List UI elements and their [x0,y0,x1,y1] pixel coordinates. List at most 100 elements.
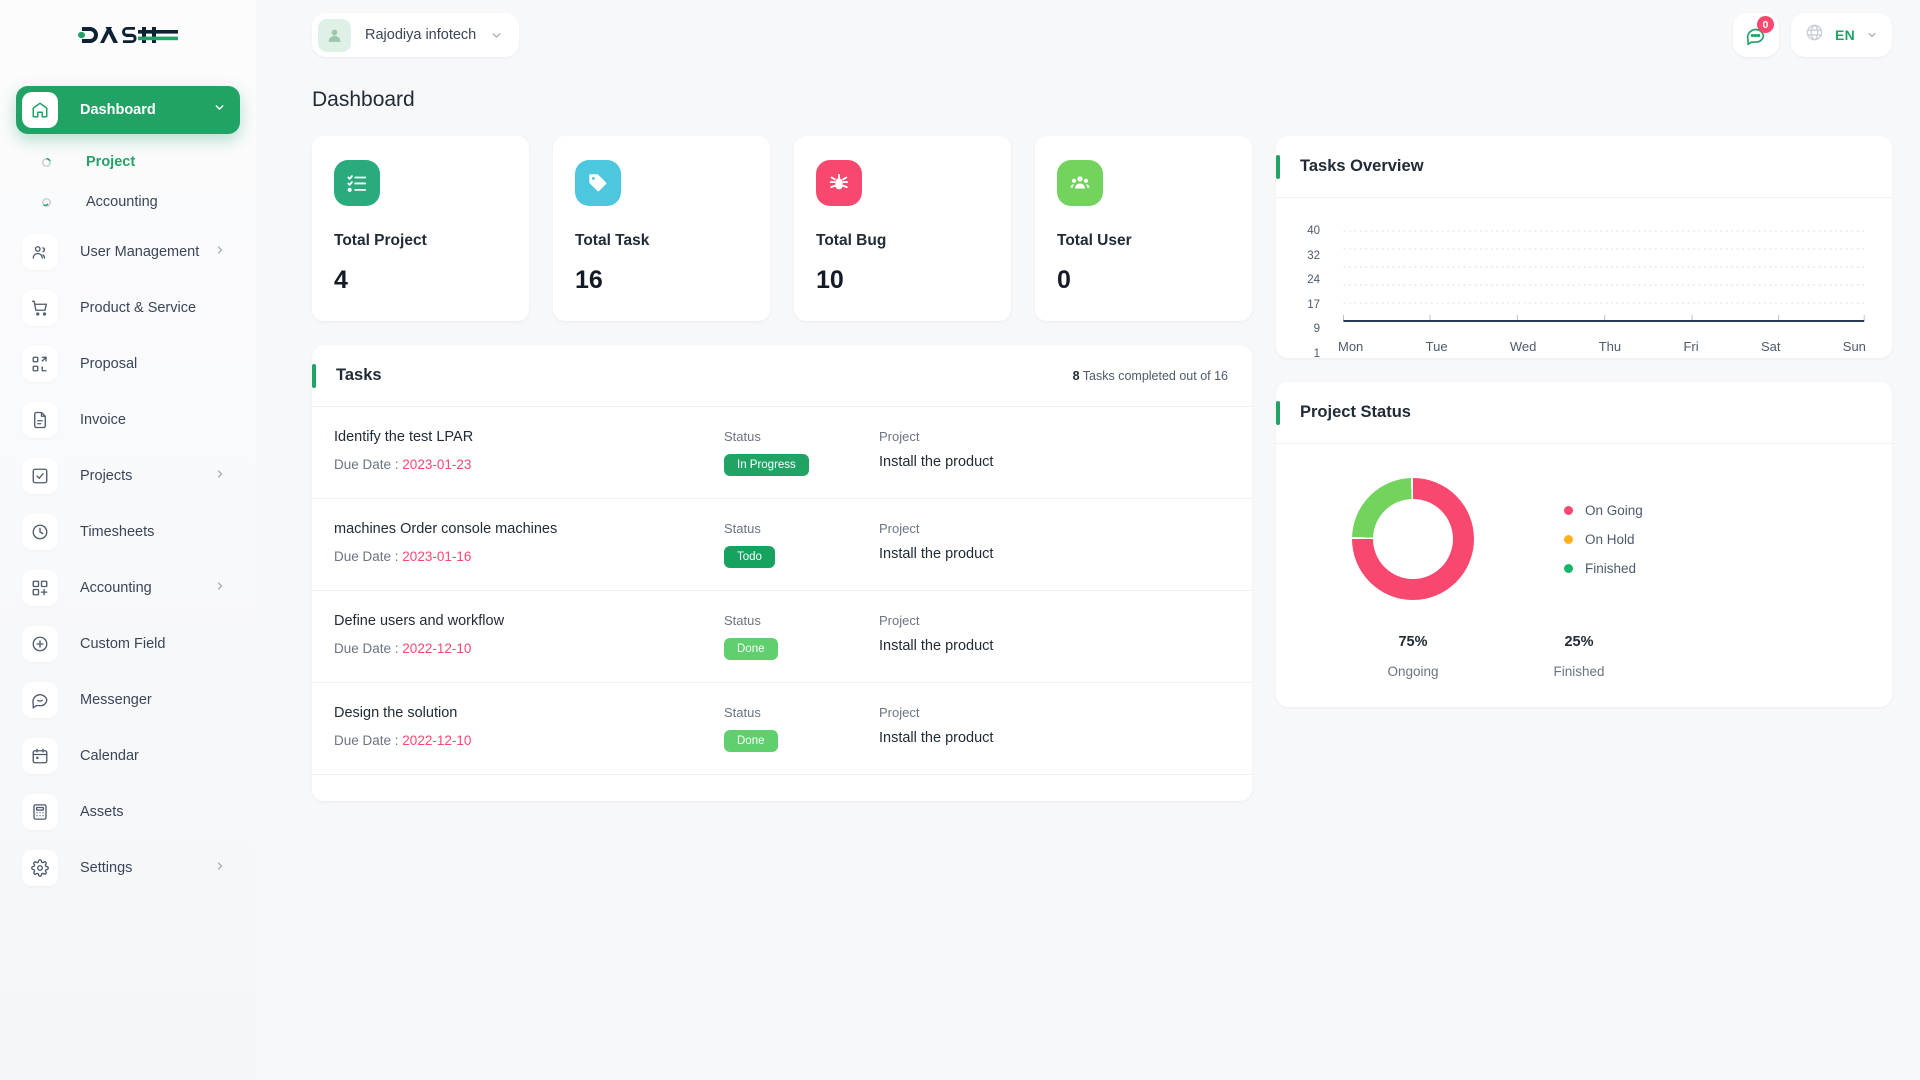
due-prefix: Due Date : [334,733,403,748]
table-row[interactable]: machines Order console machines Due Date… [312,499,1252,591]
stat-cards: Total Project 4 Total Task 16 Total Bug … [312,136,1252,321]
company-switcher[interactable]: Rajodiya infotech [312,13,520,57]
column-header-project: Project [879,613,920,628]
legend-color-swatch [1564,534,1573,544]
sidebar-item-invoice[interactable]: Invoice [16,396,240,444]
sidebar-item-dashboard[interactable]: Dashboard [16,86,240,134]
task-project-col: Project Install the product [879,705,1034,746]
column-header-project: Project [879,521,920,536]
project-status-donut-chart [1352,478,1474,600]
bug-icon [816,160,862,206]
status-badge: Done [724,638,778,660]
sidebar-item-projects[interactable]: Projects [16,452,240,500]
due-date: 2023-01-16 [402,549,472,564]
accent-bar [1276,154,1280,179]
percentage-block-finished: 25% Finished [1496,634,1662,679]
line-chart-plot [1343,230,1866,322]
column-header-status: Status [724,429,761,444]
stat-card-total-bug[interactable]: Total Bug 10 [794,136,1011,321]
clock-icon [22,514,58,550]
stat-card-total-user[interactable]: Total User 0 [1035,136,1252,321]
app-logo[interactable] [0,0,256,70]
due-date: 2022-12-10 [402,641,472,656]
task-info: Define users and workflow Due Date : 202… [334,613,724,656]
sidebar-item-label: Assets [80,804,124,820]
stat-value: 10 [816,266,844,294]
legend-item: Finished [1564,561,1643,576]
proposal-icon [22,346,58,382]
sidebar-item-user-management[interactable]: User Management [16,228,240,276]
chat-icon [22,682,58,718]
table-row[interactable]: Define users and workflow Due Date : 202… [312,591,1252,683]
right-column: Tasks Overview 40 32 24 17 9 1 [1276,136,1892,801]
document-icon [22,402,58,438]
sidebar-item-timesheets[interactable]: Timesheets [16,508,240,556]
main-area: Rajodiya infotech 0 EN Dashboard [256,0,1920,1080]
stat-card-total-project[interactable]: Total Project 4 [312,136,529,321]
sidebar-item-proposal[interactable]: Proposal [16,340,240,388]
sidebar-item-accounting[interactable]: Accounting [16,564,240,612]
dash-logo-icon [78,27,178,43]
sidebar-item-assets[interactable]: Assets [16,788,240,836]
task-info: Identify the test LPAR Due Date : 2023-0… [334,429,724,472]
sidebar-item-label: Settings [80,860,133,876]
status-badge: Todo [724,546,775,568]
chevron-right-icon[interactable] [214,467,226,485]
plus-circle-icon [22,626,58,662]
sidebar-item-messenger[interactable]: Messenger [16,676,240,724]
project-status-card: Project Status On Going On Hold [1276,382,1892,707]
x-tick: Wed [1509,339,1537,354]
sidebar-item-label: Messenger [80,692,152,708]
x-tick: Sat [1760,339,1781,354]
table-row[interactable]: Design the solution Due Date : 2022-12-1… [312,683,1252,775]
task-name: machines Order console machines [334,521,558,537]
task-due: Due Date : 2023-01-16 [334,549,724,564]
percentage-label: Ongoing [1387,664,1439,679]
messages-button[interactable]: 0 [1732,13,1779,57]
chevron-right-icon[interactable] [214,579,226,597]
grid-plus-icon [22,570,58,606]
task-project-col: Project Install the product [879,429,1034,470]
dashboard-content: Total Project 4 Total Task 16 Total Bug … [256,112,1920,801]
legend-color-swatch [1564,505,1573,515]
due-date: 2022-12-10 [402,733,472,748]
percentage-block-ongoing: 75% Ongoing [1330,634,1496,679]
sidebar-subitem-label: Accounting [86,194,158,210]
sidebar-item-settings[interactable]: Settings [16,844,240,892]
chevron-right-icon[interactable] [214,859,226,877]
sidebar-item-label: Timesheets [80,524,155,540]
sidebar-item-label: Proposal [80,356,138,372]
task-project: Install the product [879,454,994,470]
task-status-col: Status In Progress [724,429,879,476]
sidebar-item-calendar[interactable]: Calendar [16,732,240,780]
task-project-col: Project Install the product [879,521,1034,562]
task-due: Due Date : 2023-01-23 [334,457,724,472]
y-tick: 32 [1307,249,1320,262]
sidebar-item-accounting-sub[interactable]: Accounting [16,182,240,222]
legend-color-swatch [1564,563,1573,573]
chevron-down-icon[interactable] [213,101,226,119]
task-status-col: Status Todo [724,521,879,568]
sidebar-subitem-label: Project [86,154,136,170]
column-header-status: Status [724,613,761,628]
accent-bar [1276,400,1280,425]
chevron-right-icon[interactable] [214,243,226,261]
y-tick: 9 [1313,323,1320,335]
stat-card-total-task[interactable]: Total Task 16 [553,136,770,321]
x-axis-labels: Mon Tue Wed Thu Fri Sat Sun [1298,339,1870,354]
sidebar-item-custom-field[interactable]: Custom Field [16,620,240,668]
tasks-completed-count: 8 [1072,368,1080,383]
legend-label: On Going [1585,502,1643,518]
company-name: Rajodiya infotech [365,27,477,43]
table-row[interactable]: Identify the test LPAR Due Date : 2023-0… [312,407,1252,499]
sidebar-item-project[interactable]: Project [16,142,240,182]
language-selector[interactable]: EN [1790,13,1892,57]
stat-label: Total Project [334,232,427,249]
calculator-icon [22,794,58,830]
users-icon [22,234,58,270]
sidebar-item-product-service[interactable]: Product & Service [16,284,240,332]
chevron-down-icon[interactable] [1866,29,1878,41]
legend-label: On Hold [1585,531,1635,547]
task-info: machines Order console machines Due Date… [334,521,724,564]
chevron-down-icon[interactable] [490,29,503,42]
